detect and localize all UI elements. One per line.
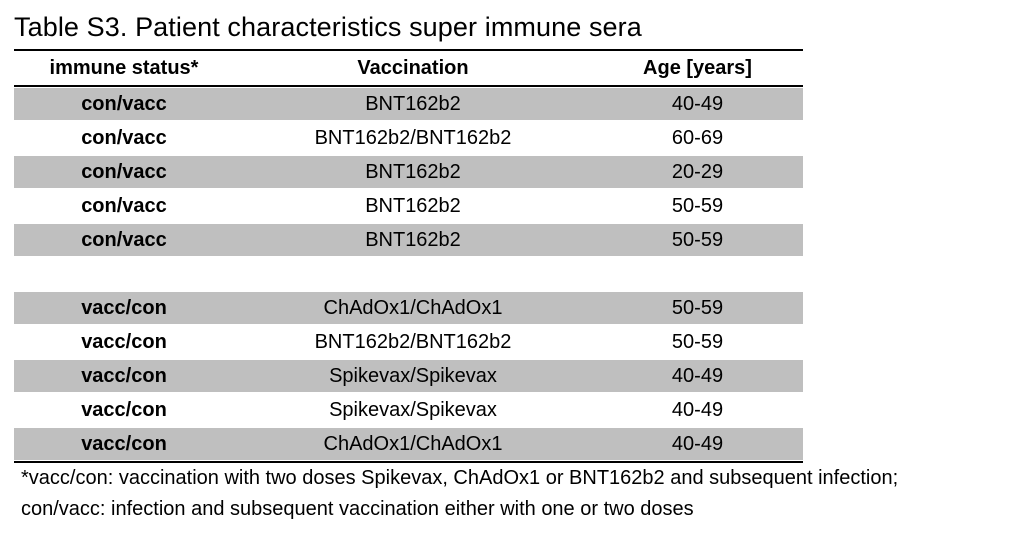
table-row: con/vacc BNT162b2/BNT162b2 60-69 xyxy=(14,121,803,155)
cell-immune-status: vacc/con xyxy=(81,364,167,387)
cell-vaccination: BNT162b2 xyxy=(365,228,461,251)
cell-vaccination: Spikevax/Spikevax xyxy=(329,398,497,421)
patient-table: immune status* Vaccination Age [years] c… xyxy=(14,49,803,463)
spacer-row xyxy=(14,257,803,291)
cell-vaccination: BNT162b2/BNT162b2 xyxy=(314,126,512,149)
cell-age: 20-29 xyxy=(671,160,724,183)
table-row: con/vacc BNT162b2 20-29 xyxy=(14,155,803,189)
cell-vaccination: ChAdOx1/ChAdOx1 xyxy=(323,296,503,319)
table-row: con/vacc BNT162b2 40-49 xyxy=(14,87,803,121)
header-vaccination: Vaccination xyxy=(357,56,469,79)
cell-age: 50-59 xyxy=(671,228,724,251)
cell-vaccination: Spikevax/Spikevax xyxy=(329,364,497,387)
cell-vaccination: BNT162b2 xyxy=(365,92,461,115)
cell-age: 60-69 xyxy=(671,126,724,149)
cell-age: 40-49 xyxy=(671,364,724,387)
table-row: vacc/con ChAdOx1/ChAdOx1 40-49 xyxy=(14,427,803,461)
cell-immune-status: con/vacc xyxy=(81,194,167,217)
table-row: vacc/con Spikevax/Spikevax 40-49 xyxy=(14,393,803,427)
table-row: con/vacc BNT162b2 50-59 xyxy=(14,189,803,223)
table-row: vacc/con ChAdOx1/ChAdOx1 50-59 xyxy=(14,291,803,325)
cell-vaccination: ChAdOx1/ChAdOx1 xyxy=(323,432,503,455)
table-row: vacc/con Spikevax/Spikevax 40-49 xyxy=(14,359,803,393)
table-title: Table S3. Patient characteristics super … xyxy=(14,12,642,42)
cell-immune-status: con/vacc xyxy=(81,228,167,251)
bottom-rule xyxy=(14,461,803,463)
cell-age: 40-49 xyxy=(671,398,724,421)
cell-age: 50-59 xyxy=(671,296,724,319)
cell-immune-status: con/vacc xyxy=(81,160,167,183)
cell-immune-status: vacc/con xyxy=(81,296,167,319)
cell-vaccination: BNT162b2/BNT162b2 xyxy=(314,330,512,353)
header-rule xyxy=(14,85,803,87)
header-age: Age [years] xyxy=(643,56,752,79)
cell-age: 50-59 xyxy=(671,330,724,353)
cell-immune-status: vacc/con xyxy=(81,330,167,353)
cell-age: 50-59 xyxy=(671,194,724,217)
cell-immune-status: vacc/con xyxy=(81,432,167,455)
cell-age: 40-49 xyxy=(671,92,724,115)
cell-vaccination: BNT162b2 xyxy=(365,194,461,217)
header-immune-status: immune status* xyxy=(49,56,199,79)
table-header-row: immune status* Vaccination Age [years] xyxy=(14,51,803,85)
cell-immune-status: vacc/con xyxy=(81,398,167,421)
cell-age: 40-49 xyxy=(671,432,724,455)
cell-immune-status: con/vacc xyxy=(81,92,167,115)
table-row: vacc/con BNT162b2/BNT162b2 50-59 xyxy=(14,325,803,359)
cell-immune-status: con/vacc xyxy=(81,126,167,149)
top-rule xyxy=(14,49,803,51)
table-row: con/vacc BNT162b2 50-59 xyxy=(14,223,803,257)
footnote-line-1: *vacc/con: vaccination with two doses Sp… xyxy=(21,467,899,489)
footnote-line-2: con/vacc: infection and subsequent vacci… xyxy=(21,498,694,520)
cell-vaccination: BNT162b2 xyxy=(365,160,461,183)
table-footnote: *vacc/con: vaccination with two doses Sp… xyxy=(21,463,898,525)
